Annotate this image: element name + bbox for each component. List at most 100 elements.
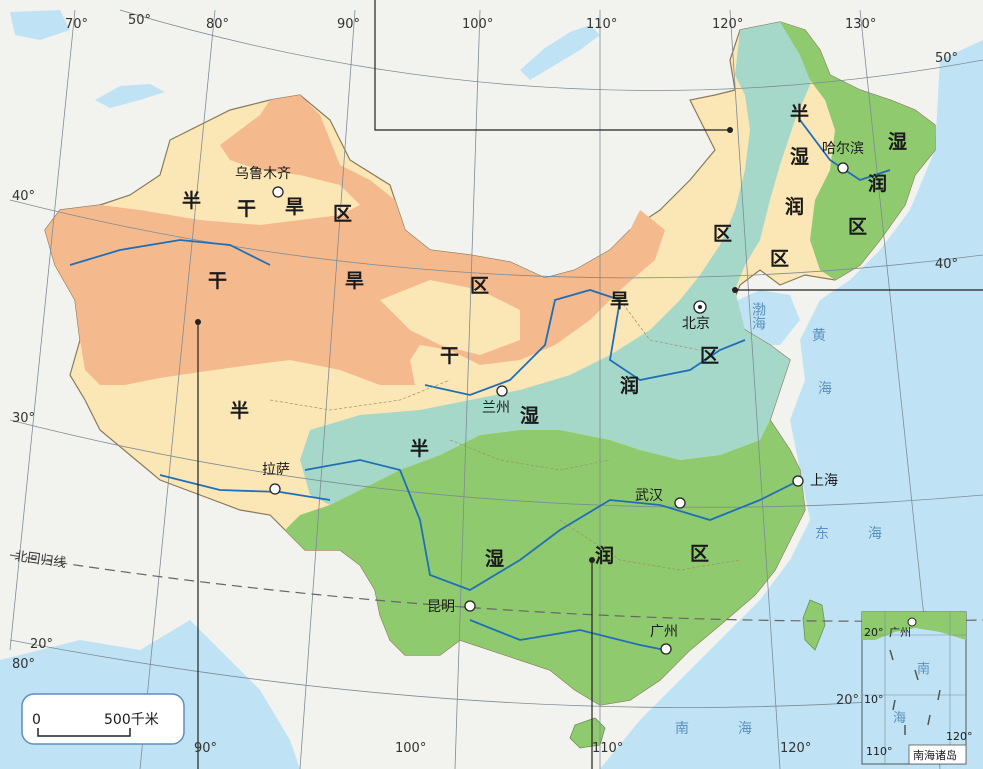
humid-char-2: 润 xyxy=(868,172,887,195)
inset-sea-2: 海 xyxy=(893,711,906,726)
guangzhou-marker xyxy=(660,643,672,655)
semi-humid-char-9: 半 xyxy=(410,437,429,460)
lon-110-bottom-label: 110° xyxy=(592,741,623,756)
semi-humid-char-3: 润 xyxy=(785,195,804,218)
wuhan-marker xyxy=(674,497,686,509)
humid-labels: 湿 润 区 湿 润 区 xyxy=(485,131,907,570)
semi-humid-labels: 半 湿 润 区 区 润 区 湿 半 xyxy=(410,102,809,460)
beijing-capital-dot xyxy=(698,305,702,309)
yangtze-river xyxy=(304,459,801,591)
beijing-label: 北京 xyxy=(682,316,710,332)
lon-80-left-label: 80° xyxy=(12,657,35,672)
harbin-label: 哈尔滨 xyxy=(822,141,864,157)
semi-humid-char-6: 润 xyxy=(620,374,639,397)
harbin-marker xyxy=(837,162,849,174)
tropic-of-cancer xyxy=(9,554,983,622)
semi-arid-char-3: 旱 xyxy=(285,196,304,218)
lat-40-right-label: 40° xyxy=(935,257,958,272)
lat-40-left-label: 40° xyxy=(12,189,35,204)
semi-arid-char-4: 区 xyxy=(333,203,352,225)
yellow-sea-label-2: 海 xyxy=(818,381,832,397)
semi-humid-region xyxy=(300,22,815,505)
humid-char-5: 润 xyxy=(595,544,614,567)
lat-50-top-label: 50° xyxy=(128,13,151,28)
guangzhou-label: 广州 xyxy=(650,624,678,640)
humid-northeast xyxy=(780,22,935,280)
semi-arid-labels: 半 干 旱 区 半 干 xyxy=(182,189,352,422)
south-sea-label-1: 南 xyxy=(675,721,689,737)
city-labels: 乌鲁木齐 哈尔滨 北京 兰州 拉萨 上海 武汉 昆明 广州 xyxy=(235,141,864,640)
lon-120-label: 120° xyxy=(712,17,743,32)
south-sea-islands-inset: 20° 广州 10° 120° 110° 南 海 南海诸岛 xyxy=(861,611,973,765)
humid-south xyxy=(285,420,805,705)
city-markers xyxy=(269,162,849,655)
lon-90-bottom-label: 90° xyxy=(194,741,217,756)
arid-labels: 干 旱 区 干 旱 xyxy=(208,270,629,367)
shanghai-marker xyxy=(792,475,804,487)
province-borders xyxy=(269,299,741,571)
arid-char-4: 干 xyxy=(440,345,459,367)
yarlung-river xyxy=(159,474,331,501)
lon-120-bottom-label: 120° xyxy=(780,741,811,756)
east-sea-label-2: 海 xyxy=(868,526,882,542)
lake-balkhash xyxy=(95,84,165,108)
graticule-labels: 70° 80° 90° 100° 110° 120° 130° 50° 40° … xyxy=(12,13,958,756)
kunming-marker xyxy=(464,600,476,612)
lat-50-right-label: 50° xyxy=(935,51,958,66)
pacific-sea xyxy=(600,40,983,769)
arid-char-5: 旱 xyxy=(610,290,629,312)
lhasa-label: 拉萨 xyxy=(262,462,290,478)
inset-guangzhou: 广州 xyxy=(889,626,911,639)
west-lake xyxy=(10,10,70,40)
semi-humid-char-5: 区 xyxy=(770,248,789,270)
semi-humid-char-4: 区 xyxy=(713,223,732,245)
lon-80-label: 80° xyxy=(206,17,229,32)
inset-lat20: 20° xyxy=(864,626,884,639)
semi-humid-char-1: 半 xyxy=(790,102,809,125)
semi-arid-char-5: 半 xyxy=(230,399,249,422)
humid-char-3: 区 xyxy=(848,216,867,238)
inset-lon120: 120° xyxy=(946,730,973,743)
sea-labels: 渤海 黄 海 东 海 南 海 xyxy=(675,302,882,737)
wuhan-label: 武汉 xyxy=(635,488,663,504)
humid-char-4: 湿 xyxy=(485,548,504,570)
lanzhou-label: 兰州 xyxy=(482,400,510,416)
scale-zero: 0 xyxy=(32,712,41,728)
lon-100-bottom-label: 100° xyxy=(395,741,426,756)
tropic-label: 北回归线 xyxy=(13,549,67,571)
east-sea-label-1: 东 xyxy=(815,526,829,542)
yellow-sea-label-1: 黄 xyxy=(812,327,826,344)
south-sea-label-2: 海 xyxy=(738,721,752,737)
inset-sea-1: 南 xyxy=(917,661,930,677)
lat-30-left-label: 30° xyxy=(12,411,35,426)
arid-char-3: 区 xyxy=(470,275,489,297)
urumqi-label: 乌鲁木齐 xyxy=(235,166,291,182)
semi-humid-char-7: 区 xyxy=(700,345,719,367)
tarim-river xyxy=(69,239,271,266)
humid-char-6: 区 xyxy=(690,543,709,565)
semi-arid-char-1: 半 xyxy=(182,189,201,212)
rivers xyxy=(69,119,891,651)
bohai-label: 渤海 xyxy=(750,302,766,330)
semi-humid-char-8: 湿 xyxy=(520,405,539,427)
yellow-river xyxy=(424,289,746,396)
lanzhou-marker xyxy=(496,385,508,397)
pearl-river xyxy=(469,619,666,651)
shanghai-label: 上海 xyxy=(810,473,838,489)
arid-char-2: 旱 xyxy=(345,270,364,292)
arid-char-1: 干 xyxy=(208,270,227,292)
semi-arid-pocket-1 xyxy=(380,280,520,355)
lon-110-label: 110° xyxy=(586,17,617,32)
humid-char-1: 湿 xyxy=(888,131,907,153)
lon-100-label: 100° xyxy=(462,17,493,32)
taiwan-island xyxy=(802,599,826,651)
lat-20-left-label: 20° xyxy=(30,637,53,652)
semi-humid-char-2: 湿 xyxy=(790,146,809,168)
lon-70-label: 70° xyxy=(65,17,88,32)
inset-lat10: 10° xyxy=(864,693,884,706)
urumqi-marker xyxy=(272,186,284,198)
pointer-dots xyxy=(195,127,738,563)
scale-bar: 0 500千米 xyxy=(21,693,185,745)
